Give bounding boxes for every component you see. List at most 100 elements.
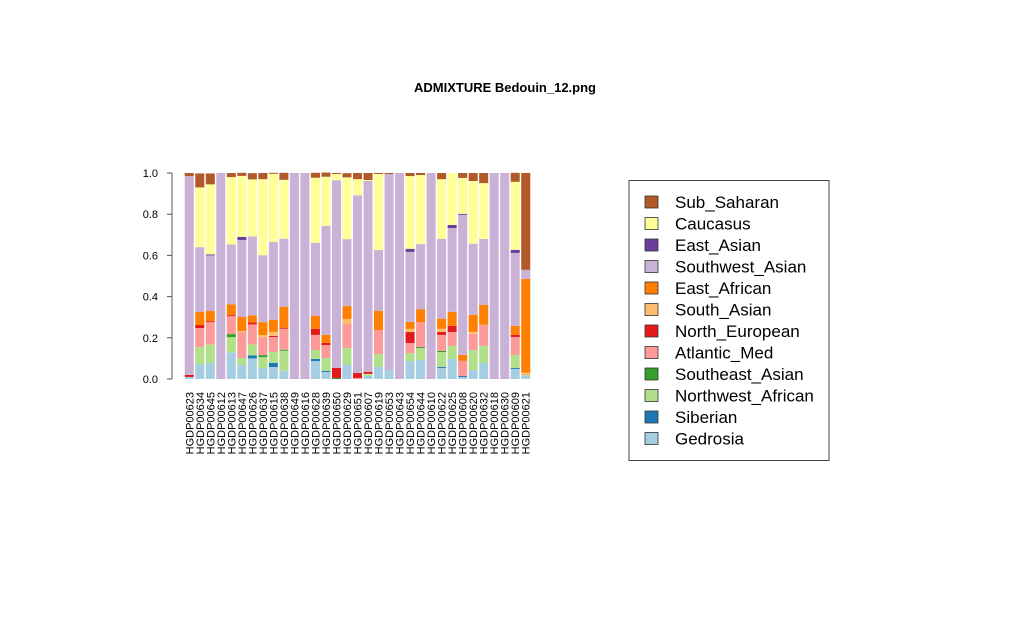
bar-segment-gedrosia: [468, 369, 478, 379]
bar-segment-east_african: [521, 278, 531, 373]
bar-segment-northwest_african: [510, 354, 520, 368]
legend-label: Caucasus: [675, 215, 751, 234]
bar-segment-east_african: [342, 306, 352, 320]
bar-segment-atlantic_med: [268, 336, 278, 353]
bar-segment-siberian: [510, 367, 520, 369]
bar-HGDP00607: [363, 173, 373, 379]
bar-segment-southwest_asian: [300, 173, 310, 379]
bar-segment-north_european: [447, 325, 457, 333]
bar-segment-north_european: [205, 321, 215, 323]
bar-segment-atlantic_med: [279, 328, 289, 350]
bar-segment-gedrosia: [521, 375, 531, 379]
bar-segment-north_european: [268, 335, 278, 337]
legend-label: Gedrosia: [675, 430, 745, 449]
bar-segment-southwest_asian: [205, 255, 215, 312]
legend-swatch: [644, 367, 659, 381]
legend-item: East_Asian: [644, 236, 761, 255]
x-tick-labels: HGDP00623HGDP00634HGDP00645HGDP00612HGDP…: [184, 392, 532, 454]
legend-swatch: [644, 346, 659, 359]
bar-segment-northwest_african: [268, 352, 278, 363]
bar-segment-southwest_asian: [321, 225, 331, 335]
bar-segment-north_european: [247, 322, 257, 325]
bar-HGDP00651: [352, 173, 363, 379]
bar-segment-caucasus: [247, 179, 257, 237]
legend-label: East_Asian: [675, 236, 761, 255]
legend-box: [628, 180, 830, 461]
legend-item: Southeast_Asian: [644, 365, 804, 384]
x-tick-label: HGDP00615: [268, 392, 280, 454]
bar-segment-east_asian: [458, 213, 468, 215]
legend-label: East_African: [675, 279, 771, 298]
bar-segment-sub_saharan: [384, 173, 394, 175]
bar-segment-east_african: [447, 311, 457, 326]
bar-segment-north_european: [184, 374, 194, 377]
bar-segment-atlantic_med: [447, 332, 457, 347]
bar-segment-sub_saharan: [374, 173, 384, 175]
legend-label: Atlantic_Med: [675, 344, 773, 363]
legend-swatch: [644, 217, 659, 230]
bar-segment-atlantic_med: [342, 323, 352, 349]
bar-segment-caucasus: [279, 179, 289, 239]
bar-segment-caucasus: [447, 173, 457, 225]
x-tick-label: HGDP00637: [258, 392, 270, 454]
x-tick-label: HGDP00654: [405, 392, 417, 454]
bar-segment-east_african: [237, 316, 247, 332]
x-tick-label: HGDP00644: [416, 392, 428, 454]
bar-segment-caucasus: [226, 177, 236, 245]
bar-segment-southwest_asian: [237, 239, 247, 317]
legend-swatch: [644, 410, 659, 424]
bar-segment-gedrosia: [374, 367, 384, 379]
bar-segment-gedrosia: [205, 362, 215, 379]
legend-swatch: [644, 303, 659, 316]
bar-segment-south_asian: [268, 331, 278, 336]
bar-segment-east_african: [205, 311, 215, 322]
bar-HGDP00643: [395, 173, 405, 379]
bar-HGDP00634: [195, 173, 205, 379]
bar-segment-east_african: [437, 318, 447, 329]
bar-segment-east_african: [226, 304, 236, 316]
bar-segment-gedrosia: [279, 370, 289, 379]
bar-segment-northwest_african: [205, 344, 215, 363]
bar-segment-atlantic_med: [521, 373, 531, 375]
bar-segment-north_european: [310, 328, 320, 335]
legend-label: Northwest_African: [675, 387, 814, 406]
bar-segment-gedrosia: [479, 362, 489, 379]
bar-segment-northwest_african: [416, 348, 426, 361]
bar-segment-sub_saharan: [258, 173, 268, 180]
bar-segment-gedrosia: [237, 364, 247, 379]
bar-segment-atlantic_med: [310, 334, 320, 350]
bar-segment-southwest_asian: [226, 244, 236, 305]
bar-segment-siberian: [458, 375, 468, 377]
bar-segment-north_european: [363, 371, 373, 374]
x-tick-label: HGDP00612: [216, 392, 228, 454]
bar-segment-northwest_african: [279, 350, 289, 371]
bar-segment-sub_saharan: [416, 173, 426, 176]
legend-swatch: [644, 238, 659, 252]
bar-segment-atlantic_med: [416, 322, 426, 348]
bar-segment-southeast_asian: [258, 355, 268, 358]
bar-segment-sub_saharan: [458, 173, 468, 178]
bar-segment-southwest_asian: [216, 173, 226, 379]
bar-segment-northwest_african: [374, 354, 384, 368]
x-tick-label: HGDP00630: [500, 392, 512, 454]
bar-segment-siberian: [247, 355, 257, 359]
bar-segment-east_african: [374, 311, 384, 330]
legend-swatch: [644, 389, 659, 402]
bar-segment-east_african: [468, 314, 478, 332]
bar-segment-north_european: [195, 325, 205, 329]
bar-segment-sub_saharan: [437, 173, 447, 180]
bar-segment-atlantic_med: [405, 342, 415, 354]
bar-segment-gedrosia: [437, 368, 447, 379]
x-tick-label: HGDP00643: [395, 392, 407, 454]
x-tick-label: HGDP00625: [447, 392, 459, 454]
legend-swatch: [644, 281, 659, 295]
bar-segment-gedrosia: [363, 375, 373, 379]
y-tick-label: 0.2: [143, 333, 158, 345]
legend-item: Siberian: [644, 408, 737, 427]
legend-swatch: [644, 195, 659, 209]
bar-segment-siberian: [437, 367, 447, 369]
x-tick-label: HGDP00619: [374, 392, 386, 454]
bar-segment-atlantic_med: [458, 360, 468, 376]
x-tick-label: HGDP00653: [384, 392, 396, 454]
y-tick-label: 1.0: [143, 168, 158, 180]
